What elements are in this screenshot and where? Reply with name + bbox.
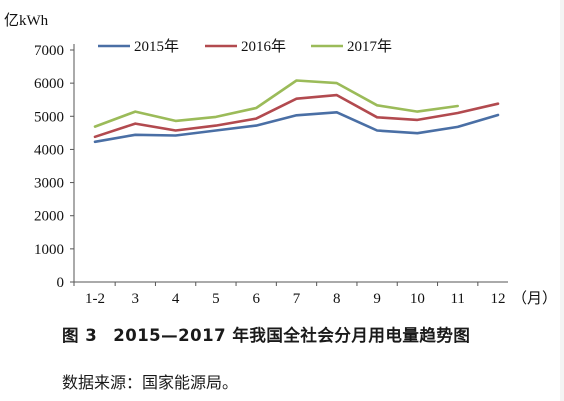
y-tick-label: 2000 (34, 209, 64, 225)
series-line-1 (93, 111, 500, 144)
figure-caption: 图 3 2015—2017 年我国全社会分月用电量趋势图 (62, 322, 470, 346)
legend-label-1: 2015年 (134, 38, 179, 55)
x-tick-label: 8 (333, 291, 341, 307)
chart-axes: 亿kWh 0 1000 2000 3000 4000 5000 6000 7000 1-2 3 4 5 6… (4, 12, 557, 307)
x-tick-label: 4 (172, 291, 180, 307)
data-source-note: 数据来源：国家能源局。 (62, 373, 239, 392)
legend-label-3: 2017年 (347, 38, 392, 55)
figure-title: 2015—2017 年我国全社会分月用电量趋势图 (113, 326, 471, 345)
page-edge-shadow (560, 0, 564, 401)
y-tick-label: 4000 (34, 142, 64, 158)
y-tick-label: 7000 (34, 43, 64, 59)
x-tick-label: 12 (491, 291, 506, 307)
x-tick-label: 5 (212, 291, 220, 307)
x-tick-label: 11 (450, 291, 464, 307)
series-line-3 (93, 79, 460, 128)
x-tick-label: 1-2 (85, 291, 105, 307)
chart-legend: 2015年 2016年 2017年 (98, 38, 392, 55)
legend-label-2: 2016年 (241, 38, 286, 55)
x-tick-label: 3 (132, 291, 140, 307)
figure-number: 图 3 (62, 326, 98, 345)
y-tick-label: 6000 (34, 76, 64, 92)
y-tick-label: 1000 (34, 242, 64, 258)
y-unit-label: 亿kWh (4, 12, 49, 29)
x-tick-label: 9 (373, 291, 381, 307)
x-tick-label: 6 (252, 291, 260, 307)
y-tick-label: 5000 (34, 109, 64, 125)
y-tick-label: 0 (57, 275, 65, 291)
chart-series (93, 79, 500, 144)
line-chart: 亿kWh 0 1000 2000 3000 4000 5000 6000 7000 1-2 3 4 5 6… (4, 12, 557, 307)
x-unit-label: （月） (512, 290, 557, 307)
y-tick-label: 3000 (34, 176, 64, 192)
series-line-2 (93, 93, 500, 139)
x-tick-label: 10 (410, 291, 425, 307)
x-tick-label: 7 (293, 291, 301, 307)
